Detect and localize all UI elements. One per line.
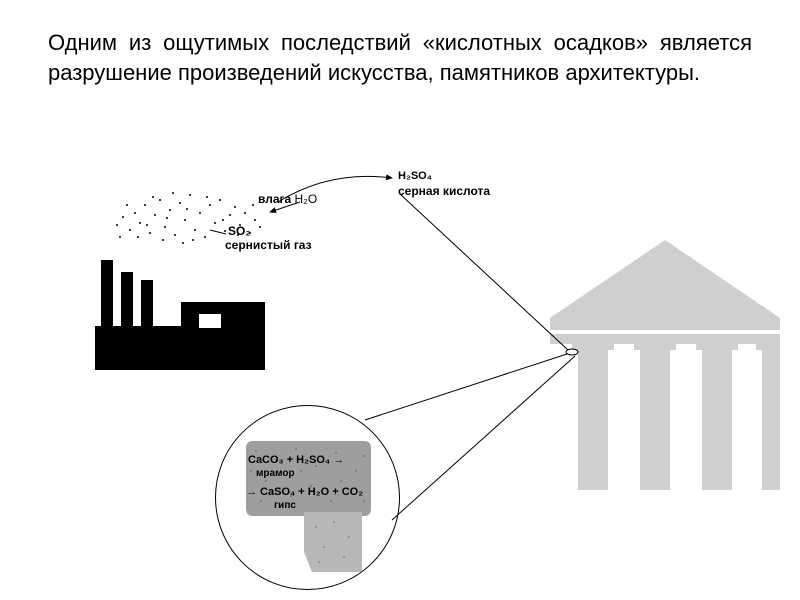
label-marble: мрамор bbox=[256, 468, 295, 479]
diagram-area: влага H₂O SO₂ сернистый газ H₂SO₄ серная… bbox=[0, 150, 800, 600]
equation-line1: CaCO₃ + H₂SO₄ → bbox=[248, 454, 344, 466]
label-gypsum: гипс bbox=[274, 500, 296, 511]
label-h2so4: H₂SO₄ bbox=[398, 170, 432, 182]
marble-broken-piece bbox=[304, 512, 362, 572]
label-sulfuric-acid: серная кислота bbox=[398, 184, 490, 198]
factory-silhouette bbox=[95, 250, 265, 370]
slide-title: Одним из ощутимых последствий «кислотных… bbox=[48, 28, 752, 87]
label-moisture: влага H₂O bbox=[258, 192, 317, 206]
label-sulfur-gas: сернистый газ bbox=[225, 238, 312, 252]
building bbox=[550, 240, 780, 490]
equation-line2: → CaSO₄ + H₂O + CO₂ bbox=[246, 486, 363, 498]
inset-zoom: CaCO₃ + H₂SO₄ → мрамор → CaSO₄ + H₂O + C… bbox=[215, 405, 400, 590]
label-so2-formula: SO₂ bbox=[228, 224, 251, 238]
